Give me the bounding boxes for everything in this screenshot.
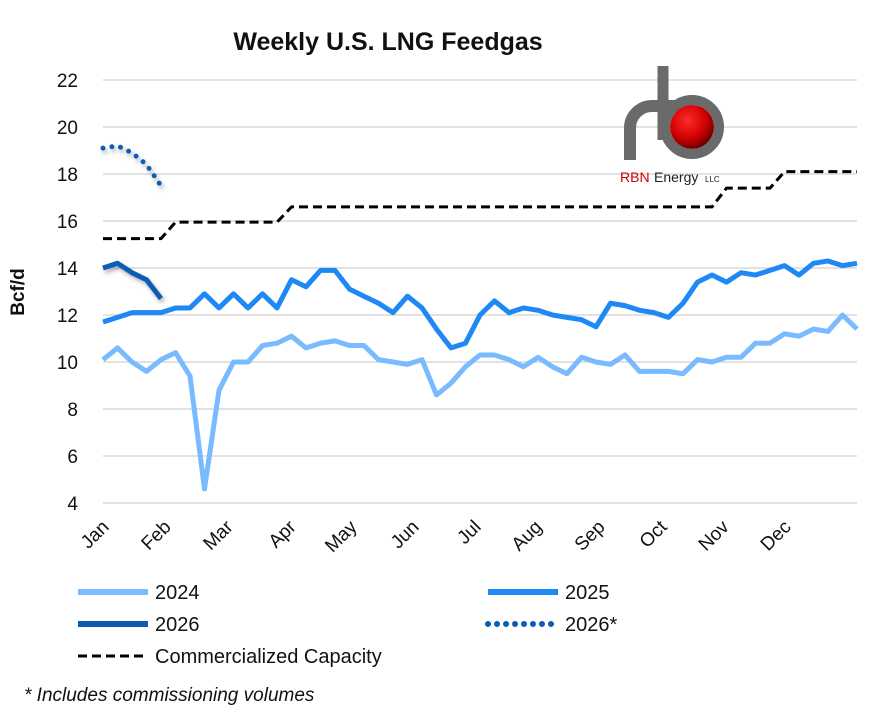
legend-label: 2024 (155, 582, 200, 604)
y-tick-label: 10 (57, 353, 78, 374)
x-tick-label: Oct (636, 516, 672, 552)
series-line-2026- (100, 143, 164, 189)
footnote: * Includes commissioning volumes (24, 685, 315, 706)
logo-text-rbn: RBN (620, 169, 650, 185)
gridlines (103, 79, 857, 504)
legend-label: 2025 (565, 582, 610, 604)
legend: 2024 2025 2026 2026* Commercialized Capacity (78, 582, 617, 668)
x-tick-label: Sep (571, 517, 610, 556)
x-tick-label: Dec (757, 517, 796, 556)
y-tick-label: 16 (57, 212, 78, 233)
y-tick-label: 8 (67, 400, 78, 421)
legend-label: 2026 (155, 614, 200, 636)
x-tick-label: Aug (508, 517, 547, 556)
x-axis-ticks: Jan Feb Mar Apr May Jun Jul Aug Sep Oct Nov Dec (77, 516, 796, 557)
chart-title: Weekly U.S. LNG Feedgas (233, 28, 542, 56)
y-tick-label: 12 (57, 306, 78, 327)
x-tick-label: Jul (454, 517, 486, 549)
y-tick-label: 18 (57, 165, 78, 186)
legend-label: Commercialized Capacity (155, 646, 382, 668)
x-tick-label: Jan (77, 517, 114, 554)
series-line-2026 (102, 260, 163, 301)
y-axis-label: Bcf/d (8, 268, 29, 316)
logo-text-llc: LLC (705, 175, 720, 184)
x-tick-label: Nov (695, 516, 734, 555)
x-tick-label: Jun (387, 517, 424, 554)
logo-text-energy: Energy (654, 169, 698, 185)
series-lines (100, 143, 859, 492)
legend-label: 2026* (565, 614, 617, 636)
x-tick-label: Apr (265, 516, 301, 552)
x-tick-label: Mar (200, 516, 238, 554)
x-tick-label: Feb (138, 517, 176, 555)
y-tick-label: 6 (67, 447, 78, 468)
y-axis-ticks: 4 6 8 10 12 14 16 18 20 22 (57, 71, 79, 515)
y-tick-label: 14 (57, 259, 79, 280)
rbn-logo: RBN Energy LLC (620, 66, 724, 185)
series-line-2025 (102, 258, 858, 351)
series-line-commercialized-capacity (103, 170, 857, 241)
y-tick-label: 20 (57, 118, 78, 139)
x-tick-label: May (321, 516, 362, 557)
y-tick-label: 22 (57, 71, 78, 92)
y-tick-label: 4 (67, 494, 78, 515)
series-line-2024 (101, 312, 859, 492)
